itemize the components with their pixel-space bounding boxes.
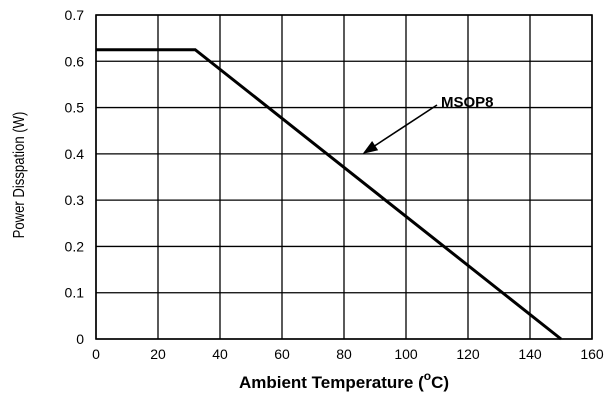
series-line-msop8 [96, 48, 562, 341]
y-tick-label-7: 0.7 [65, 7, 85, 23]
tick-labels: 0 20 40 60 80 100 120 140 160 0 0.1 0.2 0.3 0.4 0.5 0.6… [65, 7, 604, 362]
y-tick-label-0: 0 [76, 331, 84, 347]
x-tick-label-5: 100 [394, 346, 418, 362]
annotations: MSOP8 [362, 94, 494, 154]
y-axis-label: Power Disspation (W) [11, 112, 28, 239]
x-tick-label-0: 0 [92, 346, 100, 362]
y-tick-label-2: 0.2 [65, 238, 85, 254]
annotation-arrow-head-0 [362, 141, 379, 154]
x-axis-label-unit: C) [431, 373, 449, 392]
annotation-arrow-shaft-0 [371, 104, 438, 149]
x-tick-label-6: 120 [456, 346, 480, 362]
y-tick-label-4: 0.4 [65, 146, 85, 162]
x-axis-label-sup: o [424, 369, 431, 383]
x-tick-label-8: 160 [580, 346, 604, 362]
x-tick-label-1: 20 [150, 346, 166, 362]
x-axis-label: Ambient Temperature (oC) [239, 369, 449, 392]
y-tick-label-3: 0.3 [65, 192, 85, 208]
x-tick-label-3: 60 [274, 346, 290, 362]
x-tick-label-4: 80 [336, 346, 352, 362]
grid [95, 14, 593, 340]
y-tick-label-6: 0.6 [65, 53, 85, 69]
annotation-label-0: MSOP8 [441, 94, 494, 111]
x-tick-label-2: 40 [212, 346, 228, 362]
x-tick-label-7: 140 [518, 346, 542, 362]
y-tick-label-5: 0.5 [65, 100, 85, 116]
plot-frame [95, 14, 593, 340]
x-axis-label-main: Ambient Temperature ( [239, 373, 424, 392]
series-layer [96, 48, 562, 341]
y-tick-label-1: 0.1 [65, 285, 85, 301]
